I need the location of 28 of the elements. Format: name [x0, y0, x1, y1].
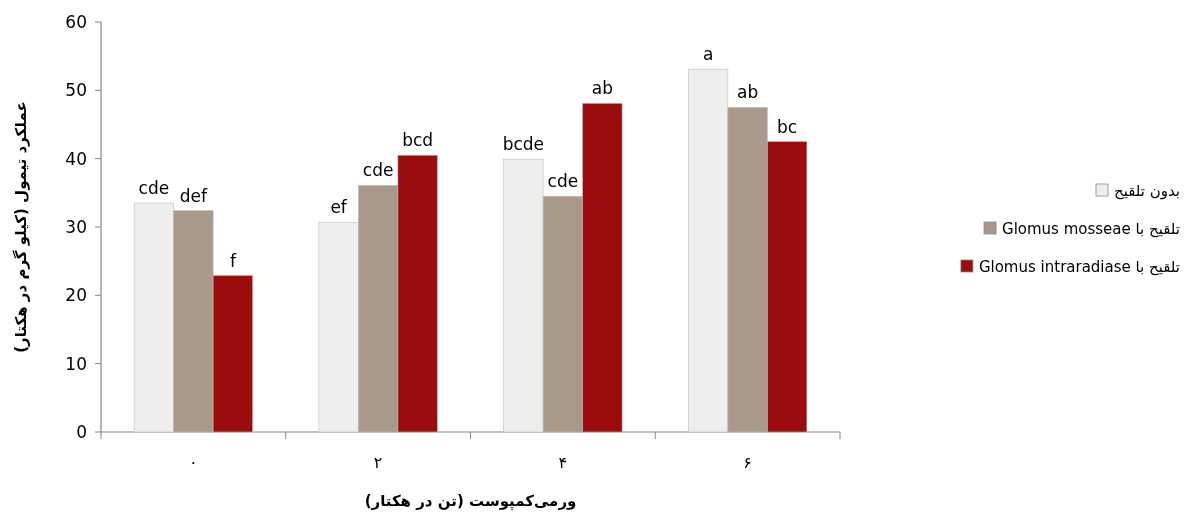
y-tick-label: 10 [65, 353, 87, 374]
x-axis-title: ورمی‌کمپوست (تن در هکتار) [364, 492, 577, 511]
y-tick-label: 0 [76, 422, 87, 442]
data-label: bcd [402, 130, 434, 151]
data-label: ab [591, 78, 613, 99]
data-label: bc [777, 116, 798, 137]
data-label: def [179, 185, 208, 206]
x-tick-label: ۲ [373, 453, 383, 472]
data-label: ab [737, 82, 759, 103]
data-label: cde [362, 160, 394, 181]
data-label: a [702, 44, 714, 65]
legend-label: تلقیح با Glomus intraradiase [978, 258, 1180, 276]
y-tick-label: 40 [65, 148, 87, 169]
y-tick-label: 50 [65, 80, 87, 101]
data-label: cde [138, 178, 170, 199]
data-label: ef [330, 197, 348, 218]
data-label: f [229, 250, 237, 271]
legend-label: بدون تلقیح [1113, 182, 1180, 200]
data-label: bcde [502, 134, 545, 155]
legend-label: تلقیح با Glomus mosseae [1002, 220, 1180, 238]
x-tick-label: ۴ [558, 453, 568, 472]
y-tick-label: 20 [65, 285, 87, 306]
y-tick-label: 30 [65, 217, 87, 237]
x-tick-label: ۶ [743, 453, 752, 472]
data-label: cde [547, 171, 579, 192]
x-tick-label: ۰ [189, 453, 198, 472]
y-tick-label: 60 [65, 12, 87, 32]
y-axis-title: عملکرد تیمول (کیلو گرم در هکتار) [12, 101, 30, 353]
